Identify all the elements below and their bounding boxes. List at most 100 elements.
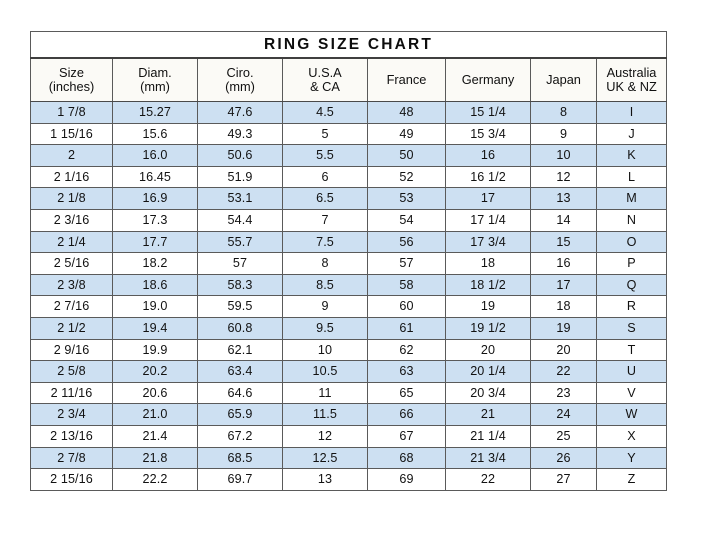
cell-r7-c6: 16: [530, 252, 597, 275]
cell-r16-c5: 21 3/4: [445, 446, 531, 470]
page-title: RING SIZE CHART: [264, 36, 434, 53]
cell-r10-c1: 19.4: [112, 316, 198, 340]
cell-r2-c3: 5.5: [282, 144, 368, 167]
cell-r10-c3: 9.5: [282, 316, 368, 340]
cell-r4-c2: 53.1: [197, 187, 283, 210]
cell-r12-c0: 2 5/8: [30, 360, 113, 383]
cell-r16-c1: 21.8: [112, 446, 198, 470]
cell-r9-c0: 2 7/16: [30, 295, 113, 318]
column-header-0: Size (inches): [30, 57, 113, 102]
cell-r8-c0: 2 3/8: [30, 273, 113, 297]
cell-r14-c6: 24: [530, 403, 597, 426]
cell-r0-c2: 47.6: [197, 101, 283, 124]
cell-r8-c1: 18.6: [112, 273, 198, 297]
cell-r7-c7: P: [595, 252, 668, 275]
column-header-line1-4: France: [386, 72, 427, 87]
cell-r6-c0: 2 1/4: [30, 230, 113, 254]
cell-r1-c5: 15 3/4: [445, 122, 531, 146]
table-row: 2 5/16 18.2 57 8 57 18 16 P: [30, 252, 668, 275]
cell-r12-c3: 10.5: [282, 360, 368, 383]
cell-r13-c6: 23: [530, 381, 597, 405]
cell-r9-c4: 60: [367, 295, 446, 318]
table-row: 2 1/4 17.7 55.7 7.5 56 17 3/4 15 O: [30, 230, 668, 254]
cell-r2-c1: 16.0: [112, 144, 198, 167]
column-header-line1-1: Diam.: [138, 65, 172, 80]
column-header-line2-3: & CA: [310, 79, 340, 94]
column-header-line1-3: U.S.A: [308, 65, 342, 80]
cell-r6-c3: 7.5: [282, 230, 368, 254]
cell-r6-c7: O: [595, 230, 668, 254]
cell-r16-c7: Y: [595, 446, 668, 470]
cell-r8-c4: 58: [367, 273, 446, 297]
table-row: 2 7/16 19.0 59.5 9 60 19 18 R: [30, 295, 668, 318]
cell-r14-c7: W: [595, 403, 668, 426]
cell-r4-c4: 53: [367, 187, 446, 210]
cell-r6-c4: 56: [367, 230, 446, 254]
cell-r9-c3: 9: [282, 295, 368, 318]
cell-r17-c1: 22.2: [112, 468, 198, 491]
cell-r12-c1: 20.2: [112, 360, 198, 383]
cell-r5-c0: 2 3/16: [30, 208, 113, 232]
cell-r12-c7: U: [595, 360, 668, 383]
cell-r16-c4: 68: [367, 446, 446, 470]
cell-r3-c4: 52: [367, 165, 446, 189]
column-header-text-4: France: [368, 59, 445, 101]
ring-size-table: RING SIZE CHART Size (inches) Diam. (mm) Cir…: [29, 31, 668, 491]
table-row: 2 15/16 22.2 69.7 13 69 22 27 Z: [30, 468, 668, 491]
cell-r15-c1: 21.4: [112, 424, 198, 448]
column-header-text-0: Size (inches): [31, 59, 112, 101]
cell-r11-c4: 62: [367, 338, 446, 362]
table-row: 2 11/16 20.6 64.6 11 65 20 3/4 23 V: [30, 381, 668, 405]
table-row: 2 3/4 21.0 65.9 11.5 66 21 24 W: [30, 403, 668, 426]
cell-r2-c2: 50.6: [197, 144, 283, 167]
cell-r11-c0: 2 9/16: [30, 338, 113, 362]
cell-r8-c2: 58.3: [197, 273, 283, 297]
column-header-line2-0: (inches): [48, 79, 95, 94]
cell-r15-c2: 67.2: [197, 424, 283, 448]
cell-r5-c4: 54: [367, 208, 446, 232]
table-row: 2 1/16 16.45 51.9 6 52 16 1/2 12 L: [30, 165, 668, 189]
cell-r3-c3: 6: [282, 165, 368, 189]
cell-r17-c5: 22: [445, 468, 531, 491]
table-row: 2 1/2 19.4 60.8 9.5 61 19 1/2 19 S: [30, 316, 668, 340]
cell-r17-c6: 27: [530, 468, 597, 491]
cell-r12-c5: 20 1/4: [445, 360, 531, 383]
cell-r9-c5: 19: [445, 295, 531, 318]
column-header-text-7: Australia UK & NZ: [597, 59, 666, 101]
cell-r15-c4: 67: [367, 424, 446, 448]
column-header-line2-2: (mm): [225, 79, 255, 94]
cell-r2-c6: 10: [530, 144, 597, 167]
cell-r10-c0: 2 1/2: [30, 316, 113, 340]
cell-r3-c5: 16 1/2: [445, 165, 531, 189]
cell-r11-c3: 10: [282, 338, 368, 362]
table-body: 1 7/8 15.27 47.6 4.5 48 15 1/4 8 I 1 15/16 15.6 49…: [30, 101, 668, 491]
cell-r3-c6: 12: [530, 165, 597, 189]
cell-r2-c0: 2: [30, 144, 113, 167]
column-header-line1-6: Japan: [546, 72, 581, 87]
column-header-text-2: Ciro. (mm): [198, 59, 282, 101]
cell-r5-c5: 17 1/4: [445, 208, 531, 232]
cell-r7-c4: 57: [367, 252, 446, 275]
cell-r13-c1: 20.6: [112, 381, 198, 405]
cell-r0-c3: 4.5: [282, 101, 368, 124]
cell-r13-c7: V: [595, 381, 668, 405]
cell-r17-c3: 13: [282, 468, 368, 491]
cell-r10-c5: 19 1/2: [445, 316, 531, 340]
cell-r13-c2: 64.6: [197, 381, 283, 405]
cell-r7-c0: 2 5/16: [30, 252, 113, 275]
cell-r14-c5: 21: [445, 403, 531, 426]
column-header-line2-7: UK & NZ: [606, 79, 657, 94]
cell-r5-c1: 17.3: [112, 208, 198, 232]
cell-r7-c2: 57: [197, 252, 283, 275]
column-header-1: Diam. (mm): [112, 57, 198, 102]
cell-r14-c2: 65.9: [197, 403, 283, 426]
cell-r9-c7: R: [595, 295, 668, 318]
cell-r9-c2: 59.5: [197, 295, 283, 318]
table-head: RING SIZE CHART Size (inches) Diam. (mm) Cir…: [29, 31, 668, 102]
cell-r9-c1: 19.0: [112, 295, 198, 318]
cell-r13-c5: 20 3/4: [445, 381, 531, 405]
table-row: 2 3/8 18.6 58.3 8.5 58 18 1/2 17 Q: [30, 273, 668, 297]
cell-r3-c2: 51.9: [197, 165, 283, 189]
ring-size-chart-frame: RING SIZE CHART Size (inches) Diam. (mm) Cir…: [29, 31, 668, 508]
cell-r17-c4: 69: [367, 468, 446, 491]
